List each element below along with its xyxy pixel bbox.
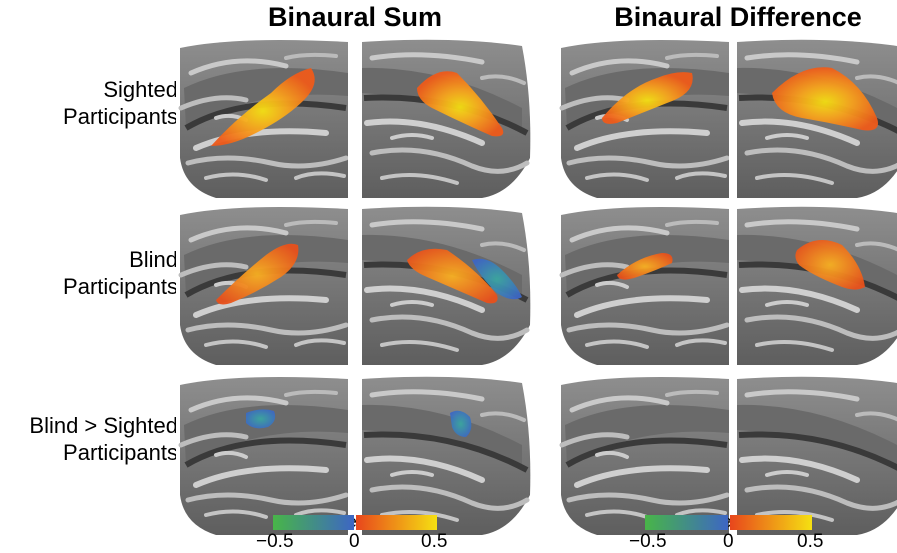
row-label-line2: Participants	[63, 104, 178, 129]
column-title-binaural-difference: Binaural Difference	[614, 2, 862, 32]
brain-map-contrast-sum-left	[176, 375, 348, 535]
row-label-line1: Sighted	[103, 77, 178, 102]
colorbar-negative-segment	[645, 515, 728, 530]
brain-map-contrast-diff-left	[557, 375, 729, 535]
brain-map-contrast-sum-right	[362, 375, 534, 535]
row-label-blind: Blind Participants	[0, 246, 178, 300]
colorbar-positive-segment	[730, 515, 812, 530]
brain-map-blind-sum-left	[176, 205, 348, 365]
colorbar-tick-max: 0.5	[421, 531, 448, 552]
brain-map-contrast-diff-right	[737, 375, 897, 535]
colorbar-positive-segment	[356, 515, 437, 530]
colorbar-tick-min: −0.5	[629, 531, 667, 552]
row-label-line2: Participants	[63, 440, 178, 465]
colorbar-tick-min: −0.5	[256, 531, 294, 552]
row-label-line1: Blind	[129, 247, 178, 272]
colorbar-negative-segment	[273, 515, 354, 530]
brain-map-sighted-sum-right	[362, 38, 534, 198]
colorbar-tick-zero: 0	[723, 531, 734, 552]
colorbar-tick-max: 0.5	[797, 531, 824, 552]
row-label-sighted: Sighted Participants	[0, 76, 178, 130]
row-label-line1: Blind > Sighted	[29, 413, 178, 438]
brain-map-sighted-diff-left	[557, 38, 729, 198]
colorbar-tick-zero: 0	[349, 531, 360, 552]
row-label-line2: Participants	[63, 274, 178, 299]
column-title-binaural-sum: Binaural Sum	[267, 2, 443, 32]
row-label-blind-gt-sighted: Blind > Sighted Participants	[0, 412, 178, 466]
brain-map-blind-sum-right	[362, 205, 534, 365]
brain-map-blind-diff-right	[737, 205, 897, 365]
brain-map-sighted-sum-left	[176, 38, 348, 198]
brain-map-blind-diff-left	[557, 205, 729, 365]
brain-map-sighted-diff-right	[737, 38, 897, 198]
